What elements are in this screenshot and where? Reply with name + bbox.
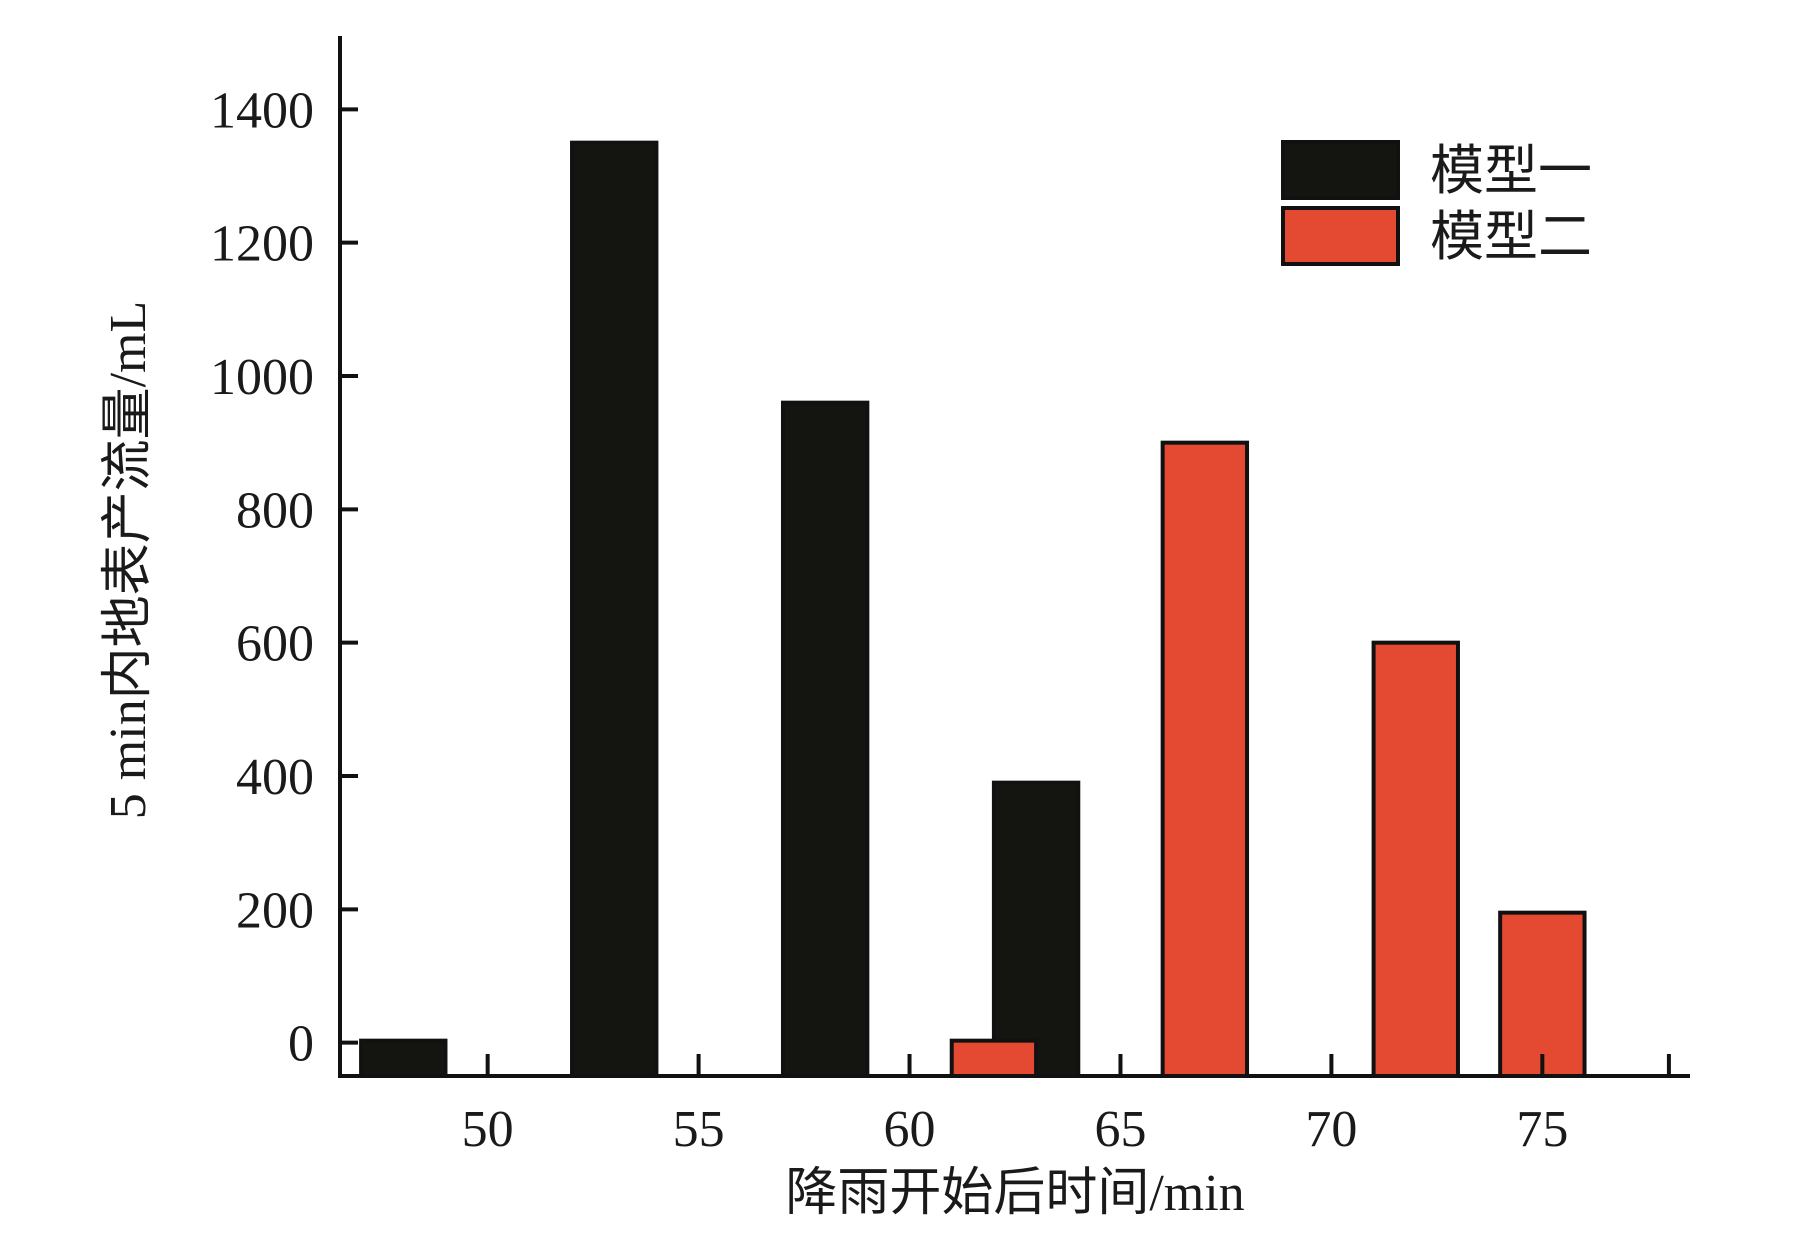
y-axis-title: 5 min内地表产流量/mL <box>100 301 157 820</box>
x-ticks: 50 55 60 65 70 75 <box>462 1054 1671 1158</box>
legend-label-series-2: 模型二 <box>1430 207 1592 267</box>
x-tick-label-75: 75 <box>1516 1101 1568 1158</box>
y-tick-label-200: 200 <box>236 882 314 939</box>
legend-label-series-1: 模型一 <box>1430 141 1592 201</box>
x-axis-title: 降雨开始后时间/min <box>785 1165 1244 1222</box>
y-tick-label-1400: 1400 <box>210 82 314 139</box>
y-tick-label-400: 400 <box>236 749 314 806</box>
x-tick-label-65: 65 <box>1094 1101 1146 1158</box>
bar-series-1-x-63 <box>991 780 1081 1079</box>
y-tick-label-800: 800 <box>236 482 314 539</box>
bar-series-2-x-72 <box>1371 640 1460 1079</box>
legend-swatch-series-1 <box>1281 140 1400 200</box>
x-tick-label-70: 70 <box>1305 1101 1357 1158</box>
bar-series-2-x-62 <box>949 1038 1039 1078</box>
bar-series-2-x-75 <box>1498 910 1587 1079</box>
bar-series-2-x-67 <box>1160 440 1250 1078</box>
x-tick-label-55: 55 <box>673 1101 725 1158</box>
legend-swatch-series-2 <box>1281 206 1400 266</box>
y-tick-label-600: 600 <box>236 616 314 673</box>
axes-layer <box>338 36 1690 1078</box>
x-tick-label-50: 50 <box>462 1101 514 1158</box>
bar-series-1-x-48 <box>359 1038 448 1078</box>
x-tick-label-60: 60 <box>884 1101 936 1158</box>
bars-layer <box>359 140 1587 1079</box>
bar-series-1-x-53 <box>570 140 659 1078</box>
y-ticks: 0 200 400 600 800 1000 1200 1400 <box>210 82 358 1073</box>
y-tick-label-1000: 1000 <box>210 349 314 406</box>
y-tick-label-1200: 1200 <box>210 216 314 273</box>
bar-series-1-x-58 <box>780 400 870 1078</box>
y-tick-label-0: 0 <box>288 1016 314 1073</box>
